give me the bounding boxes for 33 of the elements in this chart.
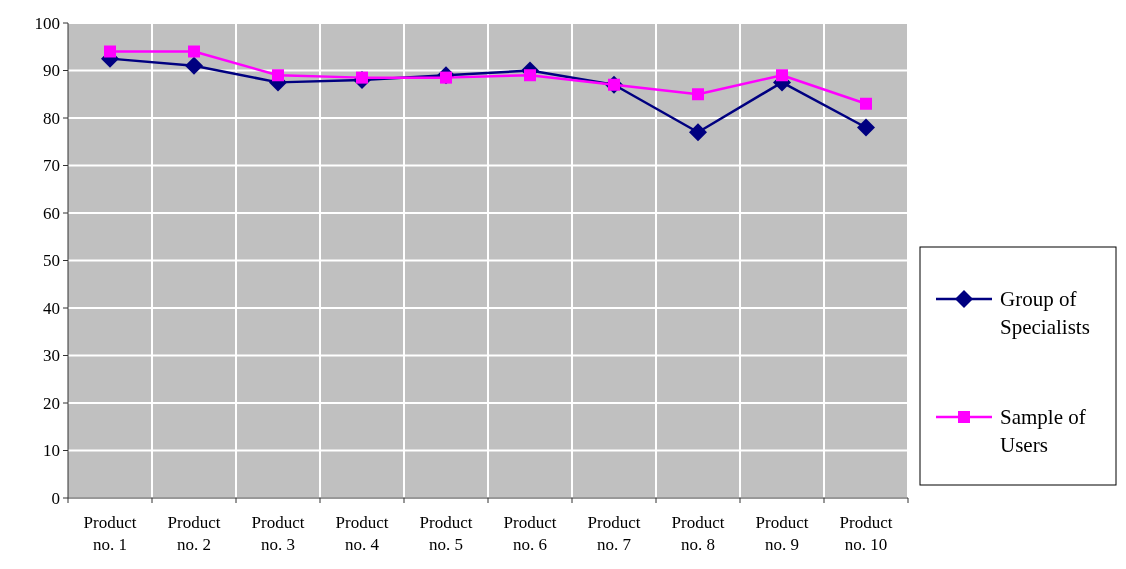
y-tick-label: 60 [43,203,60,223]
x-tick-label: Product no. 10 [839,513,893,554]
y-tick-label: 10 [43,441,60,461]
x-tick-label: Product no. 3 [251,513,305,554]
point [857,118,875,137]
point [185,56,203,75]
y-tick-label: 100 [34,13,60,33]
x-tick-label: Product no. 2 [167,513,221,554]
x-tick-label: Product no. 1 [83,513,137,554]
y-tick-label: 20 [43,393,60,413]
y-tick-label: 40 [43,298,60,318]
legend-label: Group of Specialists [1000,287,1090,340]
point [524,69,536,82]
y-tick-label: 80 [43,108,60,128]
y-tick-label: 70 [43,156,60,176]
x-tick-label: Product no. 5 [419,513,473,554]
x-tick-label: Product no. 4 [335,513,389,554]
y-tick-label: 50 [43,251,60,271]
y-tick-label: 0 [51,488,60,508]
point [860,97,872,110]
x-tick-label: Product no. 8 [671,513,725,554]
point [188,45,200,58]
point [776,69,788,82]
x-tick-label: Product no. 7 [587,513,641,554]
x-tick-label: Product no. 9 [755,513,809,554]
point [689,123,707,142]
point [272,69,284,82]
y-tick-label: 30 [43,346,60,366]
point [692,88,704,101]
legend-label: Sample of Users [1000,405,1086,458]
y-tick-label: 90 [43,61,60,81]
x-tick-label: Product no. 6 [503,513,557,554]
point [104,45,116,58]
